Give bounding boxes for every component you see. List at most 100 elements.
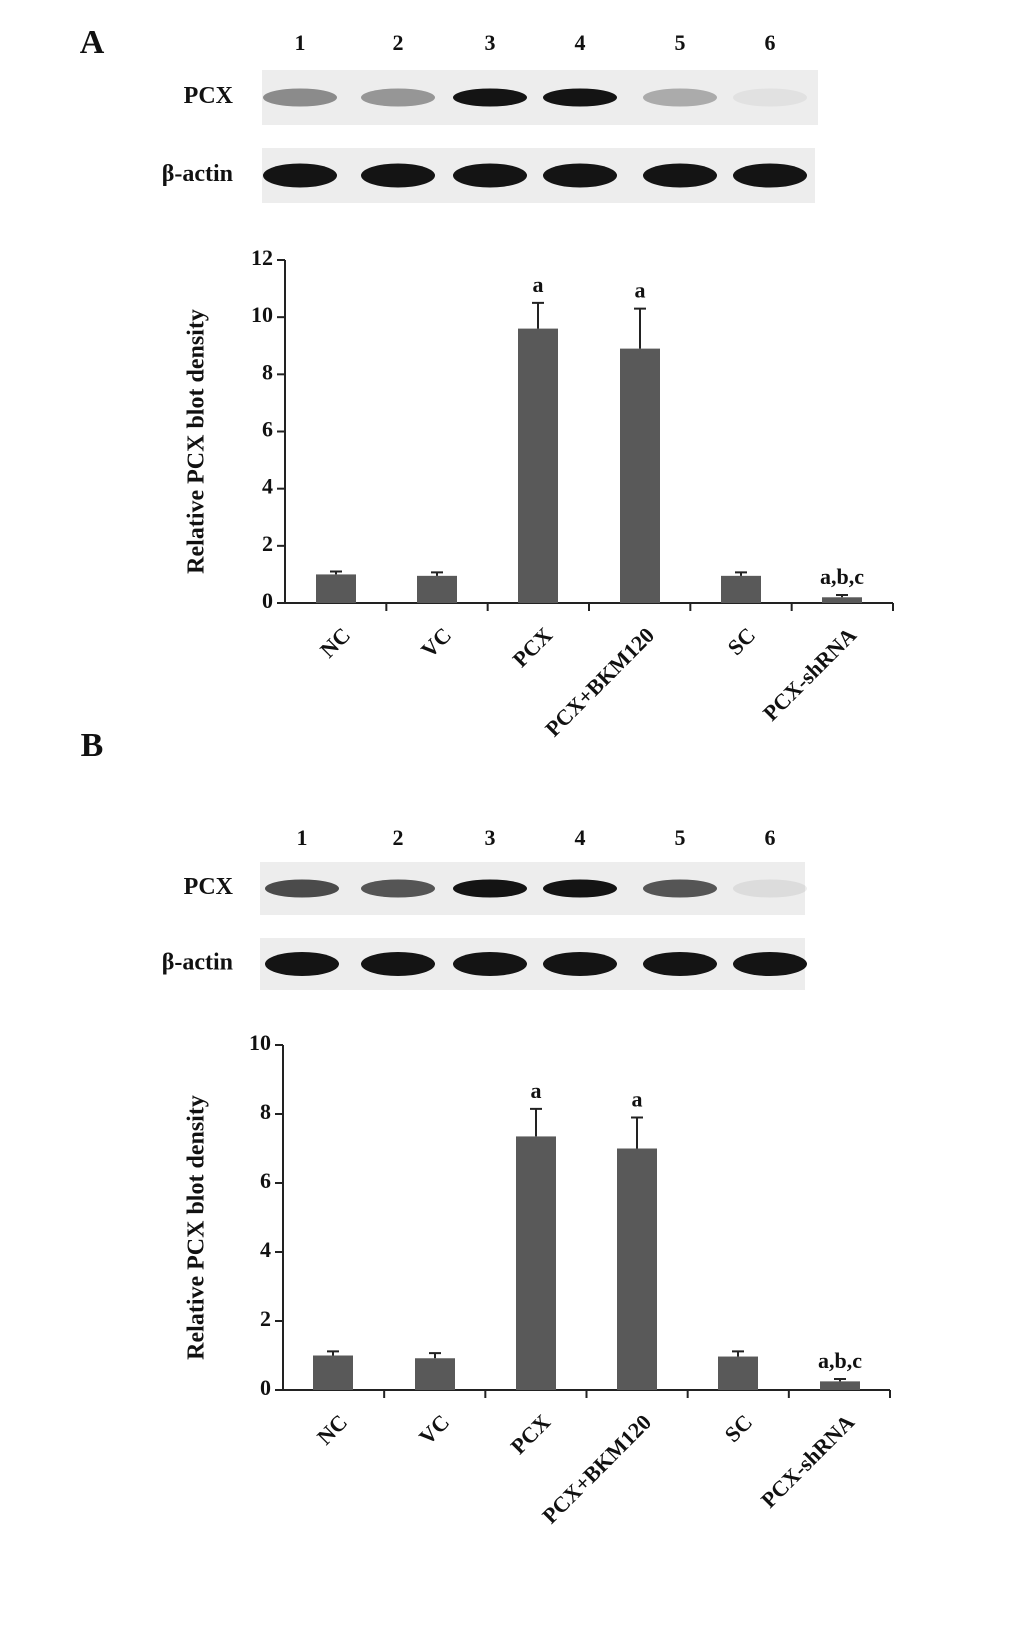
blot-band	[265, 879, 339, 898]
blot-band	[733, 952, 807, 976]
significance-label: a,b,c	[818, 1348, 862, 1373]
blot-band	[263, 163, 337, 188]
bar	[313, 1355, 353, 1390]
lane-number: 1	[297, 825, 308, 850]
blot-band	[733, 879, 807, 898]
blot-band	[453, 163, 527, 188]
blot-band	[643, 879, 717, 898]
blot-band	[263, 88, 337, 107]
lane-number: 6	[765, 30, 776, 55]
lane-number: 3	[485, 30, 496, 55]
bar	[415, 1358, 455, 1390]
error-bar	[735, 571, 747, 576]
x-tick-label: PCX-shRNA	[756, 1409, 859, 1512]
lane-number: 3	[485, 825, 496, 850]
y-tick-label: 2	[262, 531, 273, 556]
x-tick-label: PCX-shRNA	[758, 622, 861, 725]
bar	[518, 328, 558, 603]
y-axis-label: Relative PCX blot density	[184, 309, 210, 574]
bar	[820, 1381, 860, 1390]
y-axis-label: Relative PCX blot density	[184, 1095, 210, 1360]
blot-background	[262, 148, 815, 203]
blot-row-label: PCX	[184, 83, 234, 109]
blot-row-label: β-actin	[162, 161, 233, 187]
y-tick-label: 4	[260, 1237, 271, 1262]
error-bar	[732, 1350, 744, 1357]
y-tick-label: 0	[262, 588, 273, 613]
y-tick-label: 6	[262, 417, 273, 442]
significance-label: a	[632, 1086, 643, 1111]
error-bar	[836, 593, 848, 598]
blot-band	[643, 952, 717, 976]
bar	[316, 574, 356, 603]
x-tick-label: SC	[720, 1409, 758, 1447]
blot-band	[453, 952, 527, 976]
significance-label: a	[531, 1078, 542, 1103]
error-bar	[532, 301, 544, 329]
y-tick-label: 6	[260, 1168, 271, 1193]
blot-band	[361, 88, 435, 107]
significance-label: a	[533, 272, 544, 297]
bar	[721, 575, 761, 603]
lane-number: 4	[575, 30, 586, 55]
error-bar	[631, 1116, 643, 1149]
blot-band	[543, 88, 617, 107]
blot-band	[361, 163, 435, 188]
x-tick-label: NC	[312, 1409, 352, 1449]
y-tick-label: 10	[249, 1030, 271, 1055]
blot-background	[260, 862, 805, 915]
lane-number: 4	[575, 825, 586, 850]
y-tick-label: 8	[262, 359, 273, 384]
significance-label: a,b,c	[820, 564, 864, 589]
blot-band	[453, 879, 527, 898]
x-tick-label: PCX+BKM120	[537, 1409, 656, 1528]
y-tick-label: 12	[251, 245, 273, 270]
blot-band	[733, 88, 807, 107]
lane-number: 6	[765, 825, 776, 850]
blot-band	[733, 163, 807, 188]
blot-band	[453, 88, 527, 107]
x-tick-label: VC	[414, 1409, 454, 1449]
error-bar	[330, 570, 342, 575]
error-bar	[634, 307, 646, 349]
lane-number: 2	[393, 825, 404, 850]
blot-band	[643, 163, 717, 188]
blot-band	[361, 879, 435, 898]
bar	[417, 575, 457, 603]
bar	[516, 1136, 556, 1390]
x-tick-label: PCX	[507, 622, 557, 672]
x-tick-label: PCX	[505, 1409, 555, 1459]
blot-band	[543, 879, 617, 898]
x-tick-label: PCX+BKM120	[540, 622, 659, 741]
panel-label: A	[80, 24, 105, 61]
y-tick-label: 4	[262, 474, 273, 499]
y-tick-label: 8	[260, 1099, 271, 1124]
panel-label: B	[81, 727, 104, 764]
bar	[617, 1148, 657, 1390]
error-bar	[327, 1350, 339, 1356]
bar	[822, 597, 862, 603]
lane-number: 2	[393, 30, 404, 55]
blot-row-label: β-actin	[162, 950, 233, 976]
blot-background	[262, 70, 818, 125]
error-bar	[834, 1377, 846, 1382]
significance-label: a	[635, 278, 646, 303]
bar	[718, 1356, 758, 1390]
y-tick-label: 10	[251, 302, 273, 327]
blot-band	[543, 163, 617, 188]
lane-number: 5	[675, 30, 686, 55]
y-tick-label: 2	[260, 1306, 271, 1331]
blot-band	[361, 952, 435, 976]
y-tick-label: 0	[260, 1375, 271, 1400]
blot-band	[265, 952, 339, 976]
blot-band	[543, 952, 617, 976]
lane-number: 1	[295, 30, 306, 55]
blot-background	[260, 938, 805, 990]
error-bar	[431, 571, 443, 576]
blot-row-label: PCX	[184, 874, 234, 900]
x-tick-label: VC	[416, 622, 456, 662]
x-tick-label: SC	[723, 622, 761, 660]
error-bar	[530, 1107, 542, 1137]
blot-band	[643, 88, 717, 107]
